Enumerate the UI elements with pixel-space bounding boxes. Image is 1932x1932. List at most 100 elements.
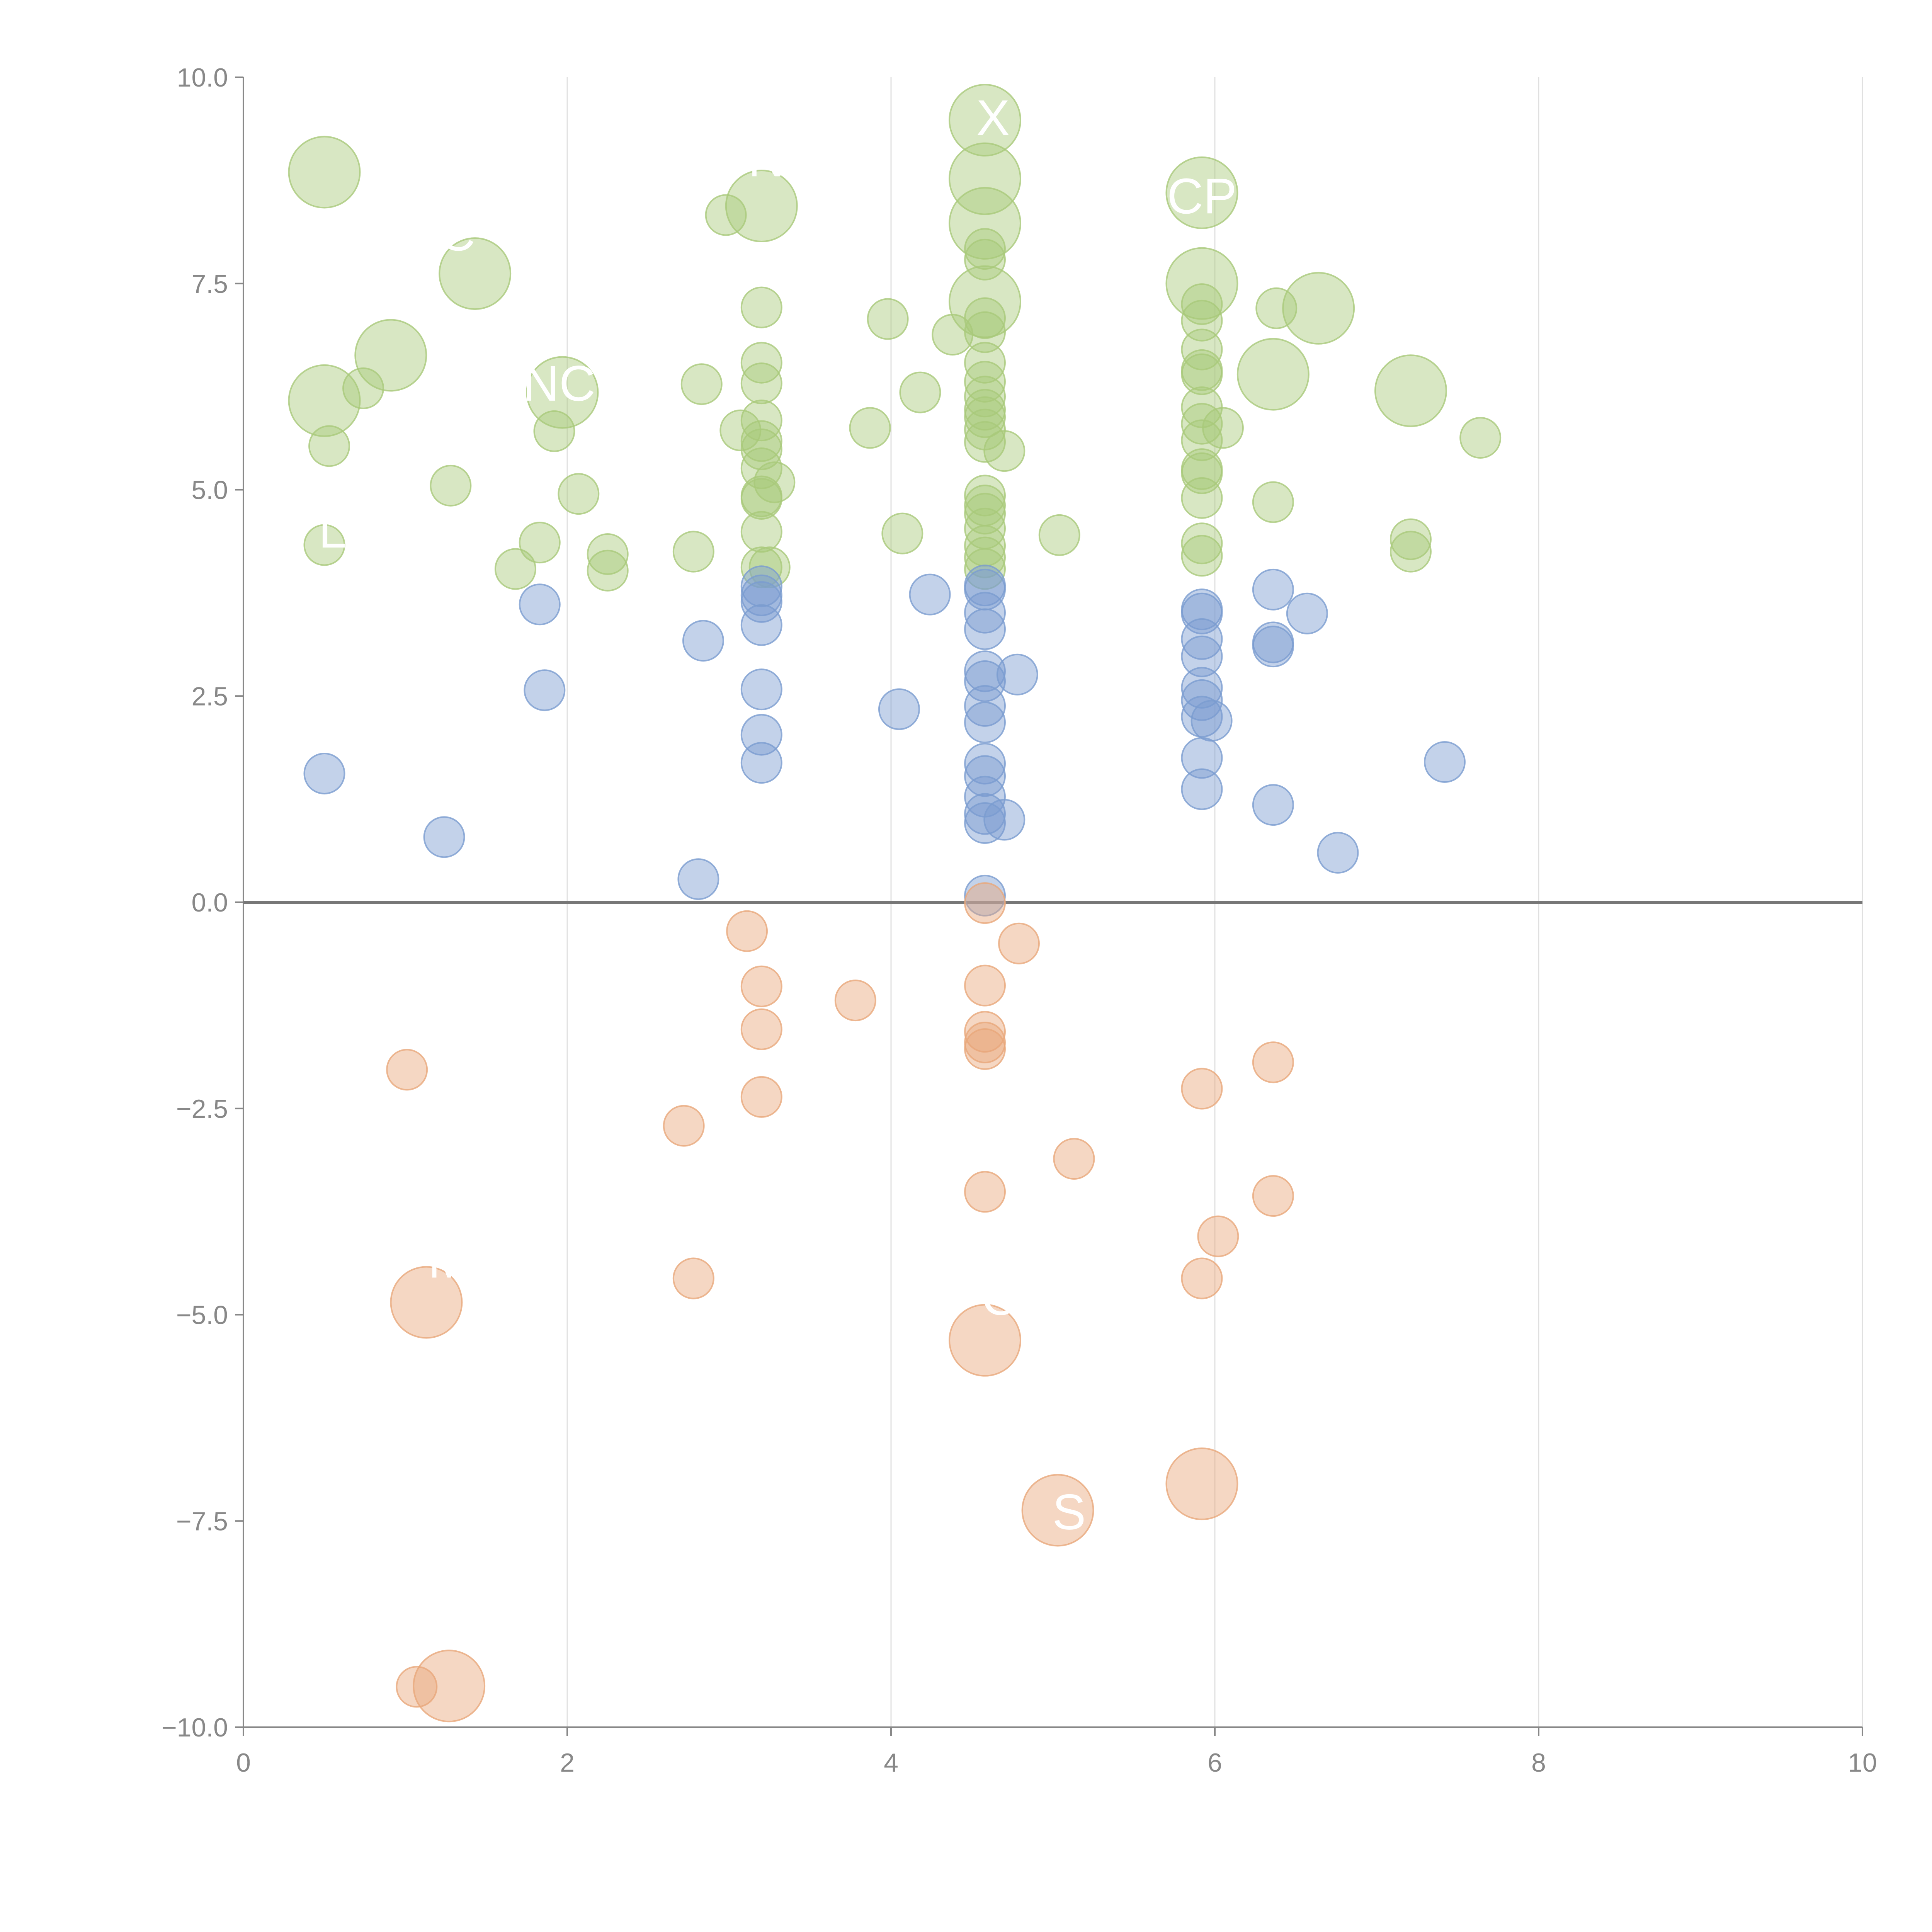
data-point-blue (740, 565, 782, 607)
data-point-blue (1317, 832, 1359, 874)
data-point-green (881, 512, 923, 554)
data-point-blue (1190, 700, 1233, 742)
data-point-blue (1181, 737, 1223, 779)
data-point-blue (677, 858, 719, 900)
data-point-green (1181, 419, 1223, 461)
data-point-green (526, 356, 599, 429)
data-point-green (964, 421, 1006, 463)
y-tick-label: 0.0 (191, 888, 228, 917)
y-tick-label: −5.0 (176, 1301, 228, 1330)
data-point-blue (964, 608, 1006, 650)
data-point-green (430, 464, 472, 507)
data-point-green (587, 533, 629, 575)
data-point-green (1282, 272, 1355, 345)
data-point-green (1252, 481, 1294, 523)
data-point-blue (1181, 635, 1223, 677)
data-point-green (964, 342, 1006, 384)
data-point-orange (740, 1076, 782, 1118)
y-tick-label: 2.5 (191, 682, 228, 711)
data-point-green (1389, 531, 1432, 573)
data-point-green (1181, 522, 1223, 565)
x-tick-label: 10 (1848, 1748, 1877, 1777)
data-point-green (288, 136, 361, 209)
data-point-green (354, 319, 427, 392)
data-point-green (753, 461, 796, 503)
point-label: X (976, 89, 1010, 146)
data-point-green (740, 362, 782, 405)
data-point-blue (524, 669, 566, 711)
data-point-orange (1252, 1041, 1294, 1083)
data-point-green (672, 531, 714, 573)
data-point-green (1165, 156, 1238, 229)
point-label: N (748, 131, 784, 187)
data-point-orange (1197, 1215, 1239, 1257)
data-point-orange (1021, 1474, 1094, 1547)
data-point-orange (834, 980, 876, 1022)
data-point-blue (996, 653, 1038, 696)
y-tick-label: 7.5 (191, 269, 228, 299)
x-tick-label: 8 (1531, 1748, 1546, 1777)
data-point-green (342, 367, 384, 409)
data-point-green (1181, 403, 1223, 445)
data-point-green (740, 511, 782, 553)
data-point-orange (386, 1049, 428, 1091)
data-point-green (558, 473, 600, 515)
data-point-blue (423, 816, 465, 858)
data-point-green (740, 286, 782, 328)
data-point-orange (964, 964, 1006, 1007)
data-point-blue (740, 581, 782, 623)
point-label: NC (523, 355, 595, 412)
data-point-green (1181, 452, 1223, 494)
data-point-blue (740, 668, 782, 711)
data-point-green (964, 228, 1006, 270)
data-point-blue (1252, 784, 1294, 826)
data-point-green (964, 311, 1006, 353)
data-point-blue (1181, 679, 1223, 721)
point-label: S (1053, 1484, 1086, 1540)
data-point-green (1389, 518, 1432, 560)
point-label: C (439, 205, 475, 261)
x-tick-label: 2 (560, 1748, 575, 1777)
data-point-blue (519, 583, 561, 626)
data-point-green (740, 478, 782, 520)
data-point-green (899, 371, 941, 413)
data-point-green (719, 409, 762, 451)
data-point-green (494, 548, 536, 590)
data-point-green (705, 194, 747, 236)
data-point-blue (964, 660, 1006, 702)
data-point-green (1181, 299, 1223, 342)
data-point-blue (964, 685, 1006, 727)
data-point-orange (413, 1650, 486, 1723)
data-point-green (1181, 283, 1223, 325)
point-labels: NC C N X CP C M S L (318, 89, 1236, 1540)
data-point-green (1236, 338, 1310, 411)
data-point-blue (1181, 667, 1223, 709)
y-tick-label: 10.0 (177, 63, 228, 92)
data-point-blue (964, 743, 1006, 785)
data-point-blue (1252, 568, 1294, 611)
data-point-green (725, 170, 798, 243)
data-point-green (1459, 417, 1502, 459)
data-point-green (519, 522, 561, 564)
data-point-blue (740, 604, 782, 646)
y-tick-label: 5.0 (191, 476, 228, 505)
x-tick-label: 6 (1208, 1748, 1222, 1777)
data-point-orange (1252, 1175, 1294, 1217)
axes: 10.0 7.5 5.0 2.5 0.0 −2.5 −5.0 −7.5 −10.0 0 2 4 6 8 10 (162, 63, 1877, 1777)
data-point-green (680, 363, 723, 405)
data-point-green (949, 265, 1022, 338)
data-point-green (964, 474, 1006, 517)
data-point-orange (740, 965, 782, 1007)
data-point-green (964, 297, 1006, 339)
data-point-orange (672, 1257, 714, 1299)
data-point-orange (740, 1008, 782, 1050)
data-point-blue (740, 742, 782, 784)
data-point-orange (1181, 1068, 1223, 1110)
data-point-orange (1181, 1257, 1223, 1299)
point-label: L (318, 502, 346, 558)
data-point-green (983, 430, 1026, 472)
data-point-orange (998, 922, 1040, 964)
data-point-blue (964, 701, 1006, 743)
data-point-green (740, 428, 782, 470)
